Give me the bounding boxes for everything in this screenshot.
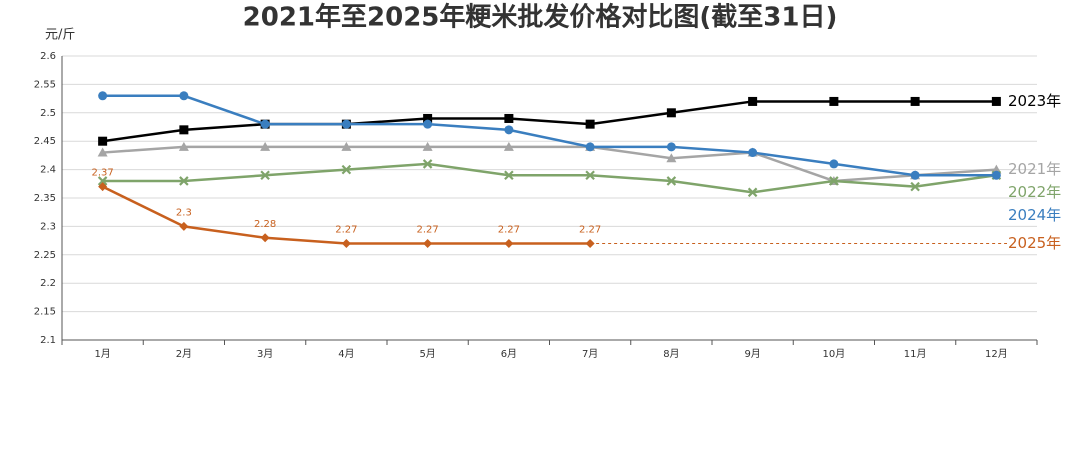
x-tick-label: 4月 bbox=[338, 348, 354, 360]
marker bbox=[829, 159, 839, 169]
data-label: 2.3 bbox=[176, 207, 192, 218]
marker bbox=[97, 147, 108, 157]
y-tick-label: 2.35 bbox=[34, 193, 56, 204]
marker bbox=[910, 96, 920, 106]
marker bbox=[504, 125, 514, 135]
marker bbox=[910, 170, 920, 180]
x-tick-label: 9月 bbox=[744, 348, 760, 360]
marker bbox=[585, 142, 595, 152]
x-tick-label: 2月 bbox=[176, 348, 192, 360]
marker bbox=[585, 119, 595, 129]
marker bbox=[748, 96, 758, 106]
marker bbox=[260, 119, 270, 129]
series-line bbox=[102, 94, 997, 177]
marker bbox=[666, 142, 676, 152]
marker bbox=[179, 125, 189, 135]
marker bbox=[829, 96, 839, 106]
series-label: 2025年 bbox=[1008, 234, 1061, 252]
x-tick-label: 3月 bbox=[257, 348, 273, 360]
x-tick-label: 7月 bbox=[582, 348, 598, 360]
y-tick-label: 2.2 bbox=[40, 278, 56, 289]
x-tick-label: 8月 bbox=[663, 348, 679, 360]
marker bbox=[98, 182, 108, 192]
marker bbox=[747, 187, 758, 198]
x-tick-label: 12月 bbox=[985, 348, 1008, 360]
data-label: 2.27 bbox=[498, 224, 520, 235]
marker bbox=[991, 170, 1001, 180]
y-tick-label: 2.25 bbox=[34, 250, 56, 261]
marker bbox=[503, 141, 514, 151]
marker bbox=[423, 119, 433, 129]
marker bbox=[423, 238, 433, 248]
y-tick-label: 2.6 bbox=[40, 51, 56, 62]
chart-title: 2021年至2025年粳米批发价格对比图(截至31日) bbox=[243, 2, 838, 33]
data-label: 2.28 bbox=[254, 219, 276, 230]
marker bbox=[991, 96, 1001, 106]
y-tick-label: 2.55 bbox=[34, 79, 56, 90]
marker bbox=[748, 148, 758, 158]
marker bbox=[666, 153, 677, 163]
marker bbox=[341, 141, 352, 151]
marker bbox=[504, 170, 514, 181]
data-label: 2.27 bbox=[416, 224, 438, 235]
y-axis-label: 元/斤 bbox=[45, 28, 75, 43]
marker bbox=[585, 238, 595, 248]
x-tick-label: 1月 bbox=[94, 348, 110, 360]
marker bbox=[422, 159, 433, 169]
marker bbox=[179, 176, 189, 186]
marker bbox=[260, 233, 270, 243]
marker bbox=[666, 176, 677, 186]
x-tick-label: 11月 bbox=[904, 348, 927, 360]
y-tick-label: 2.5 bbox=[40, 108, 56, 119]
series-label: 2023年 bbox=[1008, 92, 1061, 110]
series-line bbox=[102, 162, 997, 194]
marker bbox=[829, 176, 839, 186]
x-tick-label: 10月 bbox=[823, 348, 846, 360]
y-tick-label: 2.1 bbox=[40, 335, 56, 346]
marker bbox=[423, 113, 433, 123]
marker bbox=[341, 238, 351, 248]
y-tick-label: 2.45 bbox=[34, 136, 56, 147]
marker bbox=[422, 141, 433, 151]
series-label: 2024年 bbox=[1008, 206, 1061, 224]
marker bbox=[666, 108, 676, 118]
marker bbox=[341, 164, 352, 175]
y-tick-label: 2.15 bbox=[34, 307, 56, 318]
series-line bbox=[102, 145, 997, 183]
data-label: 2.27 bbox=[579, 224, 601, 235]
marker bbox=[179, 91, 189, 101]
series-label: 2021年 bbox=[1008, 160, 1061, 178]
marker bbox=[260, 141, 271, 151]
marker bbox=[179, 221, 189, 231]
marker bbox=[910, 181, 920, 192]
marker bbox=[260, 170, 270, 181]
x-tick-label: 5月 bbox=[419, 348, 435, 360]
marker bbox=[504, 113, 514, 123]
y-tick-label: 2.3 bbox=[40, 221, 56, 232]
series-line bbox=[102, 100, 997, 143]
data-label: 2.27 bbox=[335, 224, 357, 235]
series-label: 2022年 bbox=[1008, 183, 1061, 201]
marker bbox=[585, 170, 595, 181]
marker bbox=[97, 176, 108, 186]
marker bbox=[341, 119, 351, 129]
data-label: 2.37 bbox=[91, 168, 113, 179]
marker bbox=[98, 136, 108, 146]
y-tick-label: 2.4 bbox=[40, 165, 56, 176]
marker bbox=[178, 141, 189, 151]
x-tick-label: 6月 bbox=[501, 348, 517, 360]
marker bbox=[98, 91, 108, 101]
marker bbox=[504, 238, 514, 248]
